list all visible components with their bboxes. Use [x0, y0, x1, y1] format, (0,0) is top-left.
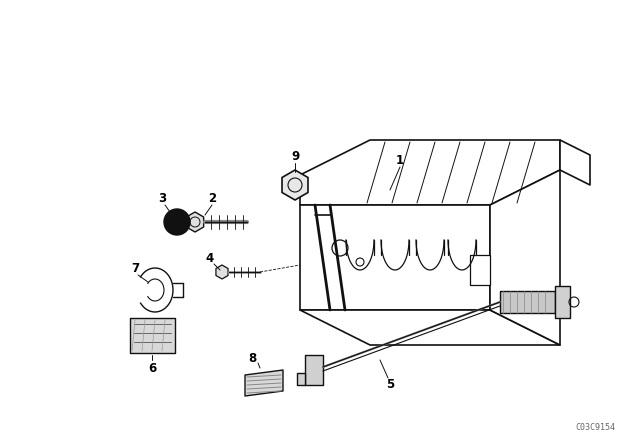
Text: 4: 4	[206, 251, 214, 264]
Text: C03C9154: C03C9154	[575, 423, 615, 432]
Text: 1: 1	[396, 154, 404, 167]
Polygon shape	[300, 310, 560, 345]
Circle shape	[164, 209, 190, 235]
Polygon shape	[560, 140, 590, 185]
Text: 9: 9	[291, 151, 299, 164]
Polygon shape	[555, 286, 570, 318]
Polygon shape	[300, 140, 560, 205]
Text: 2: 2	[208, 191, 216, 204]
Polygon shape	[500, 291, 555, 313]
Polygon shape	[470, 255, 490, 285]
Polygon shape	[297, 373, 305, 385]
Polygon shape	[490, 170, 560, 345]
Text: 8: 8	[248, 352, 256, 365]
Polygon shape	[216, 265, 228, 279]
Polygon shape	[300, 205, 490, 310]
Text: 7: 7	[131, 262, 139, 275]
Text: 5: 5	[386, 379, 394, 392]
Polygon shape	[305, 355, 323, 385]
Text: 6: 6	[148, 362, 156, 375]
Polygon shape	[245, 370, 283, 396]
Text: 3: 3	[158, 191, 166, 204]
Polygon shape	[186, 212, 204, 232]
Polygon shape	[130, 318, 175, 353]
Polygon shape	[282, 170, 308, 200]
